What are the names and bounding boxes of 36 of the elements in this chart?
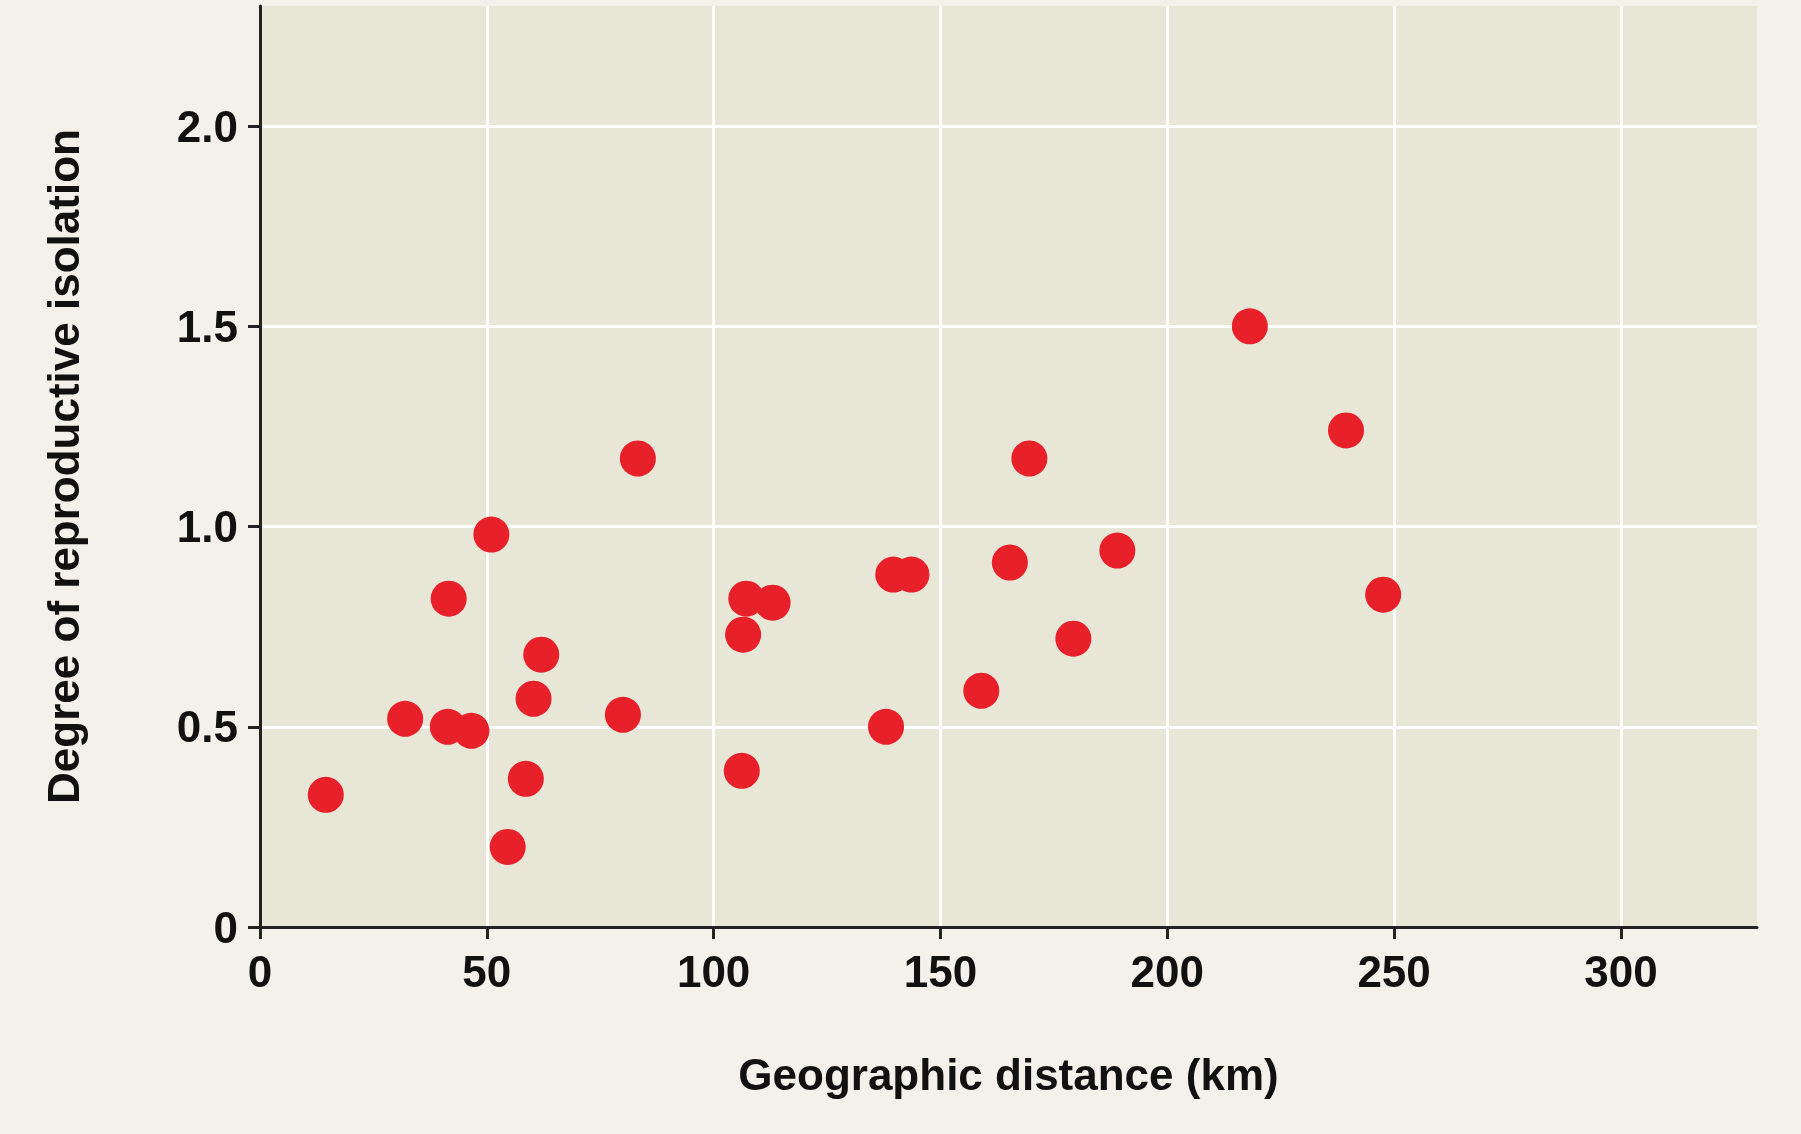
y-tick-label: 0.5 — [176, 702, 238, 752]
x-tick-label: 250 — [1357, 946, 1431, 996]
x-tick-label: 300 — [1584, 946, 1658, 996]
x-tick-label: 0 — [247, 946, 273, 996]
point — [387, 700, 424, 737]
point — [1231, 308, 1268, 345]
y-tick-label: 2.0 — [176, 101, 238, 151]
point — [307, 776, 344, 813]
point — [507, 760, 544, 797]
y-tick-label: 0 — [213, 902, 238, 952]
x-tick-label: 150 — [903, 946, 978, 996]
point — [991, 544, 1028, 581]
point — [754, 584, 791, 621]
x-tick-label: 200 — [1130, 946, 1204, 996]
point — [473, 516, 510, 553]
y-tick-label: 1.5 — [176, 301, 238, 351]
point — [1055, 620, 1092, 657]
point — [604, 696, 641, 733]
point — [868, 708, 905, 745]
point — [1099, 532, 1136, 569]
point — [430, 580, 467, 617]
point — [963, 672, 1000, 709]
y-tick-label: 1.0 — [176, 502, 238, 552]
point — [1365, 576, 1402, 613]
point — [515, 680, 552, 717]
point — [489, 828, 526, 865]
y-axis-title: Degree of reproductive isolation — [38, 129, 88, 804]
point — [619, 440, 656, 477]
point — [723, 752, 760, 789]
point — [1328, 412, 1365, 449]
point — [523, 636, 560, 673]
point — [1011, 440, 1048, 477]
x-axis-title: Geographic distance (km) — [738, 1049, 1279, 1099]
point — [725, 616, 762, 653]
x-tick-label: 50 — [462, 946, 512, 996]
x-tick-label: 100 — [676, 946, 751, 996]
